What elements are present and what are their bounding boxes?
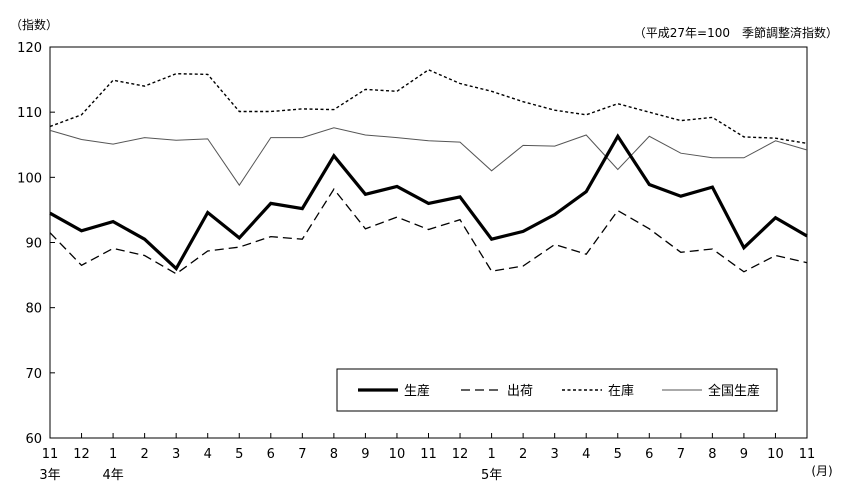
x-tick-label: 4 [582, 447, 590, 462]
x-tick-label: 11 [42, 447, 59, 462]
x-tick-label: 8 [330, 447, 338, 462]
month-unit-label: (月) [811, 464, 832, 478]
x-tick-label: 5 [235, 447, 243, 462]
y-tick-label: 110 [17, 106, 42, 121]
x-tick-label: 11 [420, 447, 437, 462]
series-line-2 [49, 69, 808, 145]
x-tick-label: 1 [487, 447, 495, 462]
y-tick-label: 80 [25, 302, 42, 317]
x-tick-label: 2 [140, 447, 148, 462]
legend: 生産 出荷 在庫 全国生産 [336, 368, 778, 412]
x-tick-label: 12 [73, 447, 90, 462]
x-tick-label: 10 [389, 447, 406, 462]
x-tick-labels: 11 12 1 2 3 4 5 6 7 8 9 10 11 12 1 2 3 4 5 6 7 8 9 10 11 [42, 433, 816, 462]
legend-label-3: 全国生産 [708, 383, 760, 399]
x-tick-label: 5 [614, 447, 622, 462]
y-tick-label: 120 [17, 41, 42, 56]
year-label: 4年 [102, 468, 123, 483]
series-line-3 [49, 127, 808, 187]
legend-label-0: 生産 [404, 383, 430, 399]
legend-label-2: 在庫 [608, 384, 634, 399]
x-tick-label: 12 [452, 447, 469, 462]
x-tick-label: 8 [708, 447, 716, 462]
y-axis-label: （指数） [10, 17, 58, 32]
year-labels: 3年 4年 5年 [39, 468, 502, 483]
y-tick-labels: 60 70 80 90 100 110 120 [17, 41, 55, 447]
x-tick-label: 9 [361, 447, 369, 462]
y-tick-label: 100 [17, 171, 42, 186]
x-tick-label: 7 [298, 447, 306, 462]
x-tick-label: 2 [519, 447, 527, 462]
series-line-0 [49, 133, 808, 272]
legend-label-1: 出荷 [507, 384, 533, 399]
year-label: 5年 [481, 468, 502, 483]
x-tick-label: 10 [767, 447, 784, 462]
legend-box [336, 368, 778, 412]
chart-note: （平成27年=100 季節調整済指数） [634, 25, 838, 40]
y-tick-label: 60 [25, 432, 42, 447]
x-tick-label: 11 [799, 447, 816, 462]
x-tick-label: 3 [551, 447, 559, 462]
year-label: 3年 [39, 468, 60, 483]
x-tick-label: 9 [740, 447, 748, 462]
x-tick-label: 7 [677, 447, 685, 462]
x-tick-label: 6 [267, 447, 275, 462]
legend-items: 生産 出荷 在庫 全国生産 [358, 383, 760, 399]
x-tick-label: 4 [204, 447, 212, 462]
series-lines [49, 69, 808, 275]
y-tick-label: 70 [25, 367, 42, 382]
y-tick-label: 90 [25, 237, 42, 252]
x-tick-label: 1 [109, 447, 117, 462]
x-tick-label: 6 [645, 447, 653, 462]
x-tick-label: 3 [172, 447, 180, 462]
series-line-1 [49, 187, 808, 275]
